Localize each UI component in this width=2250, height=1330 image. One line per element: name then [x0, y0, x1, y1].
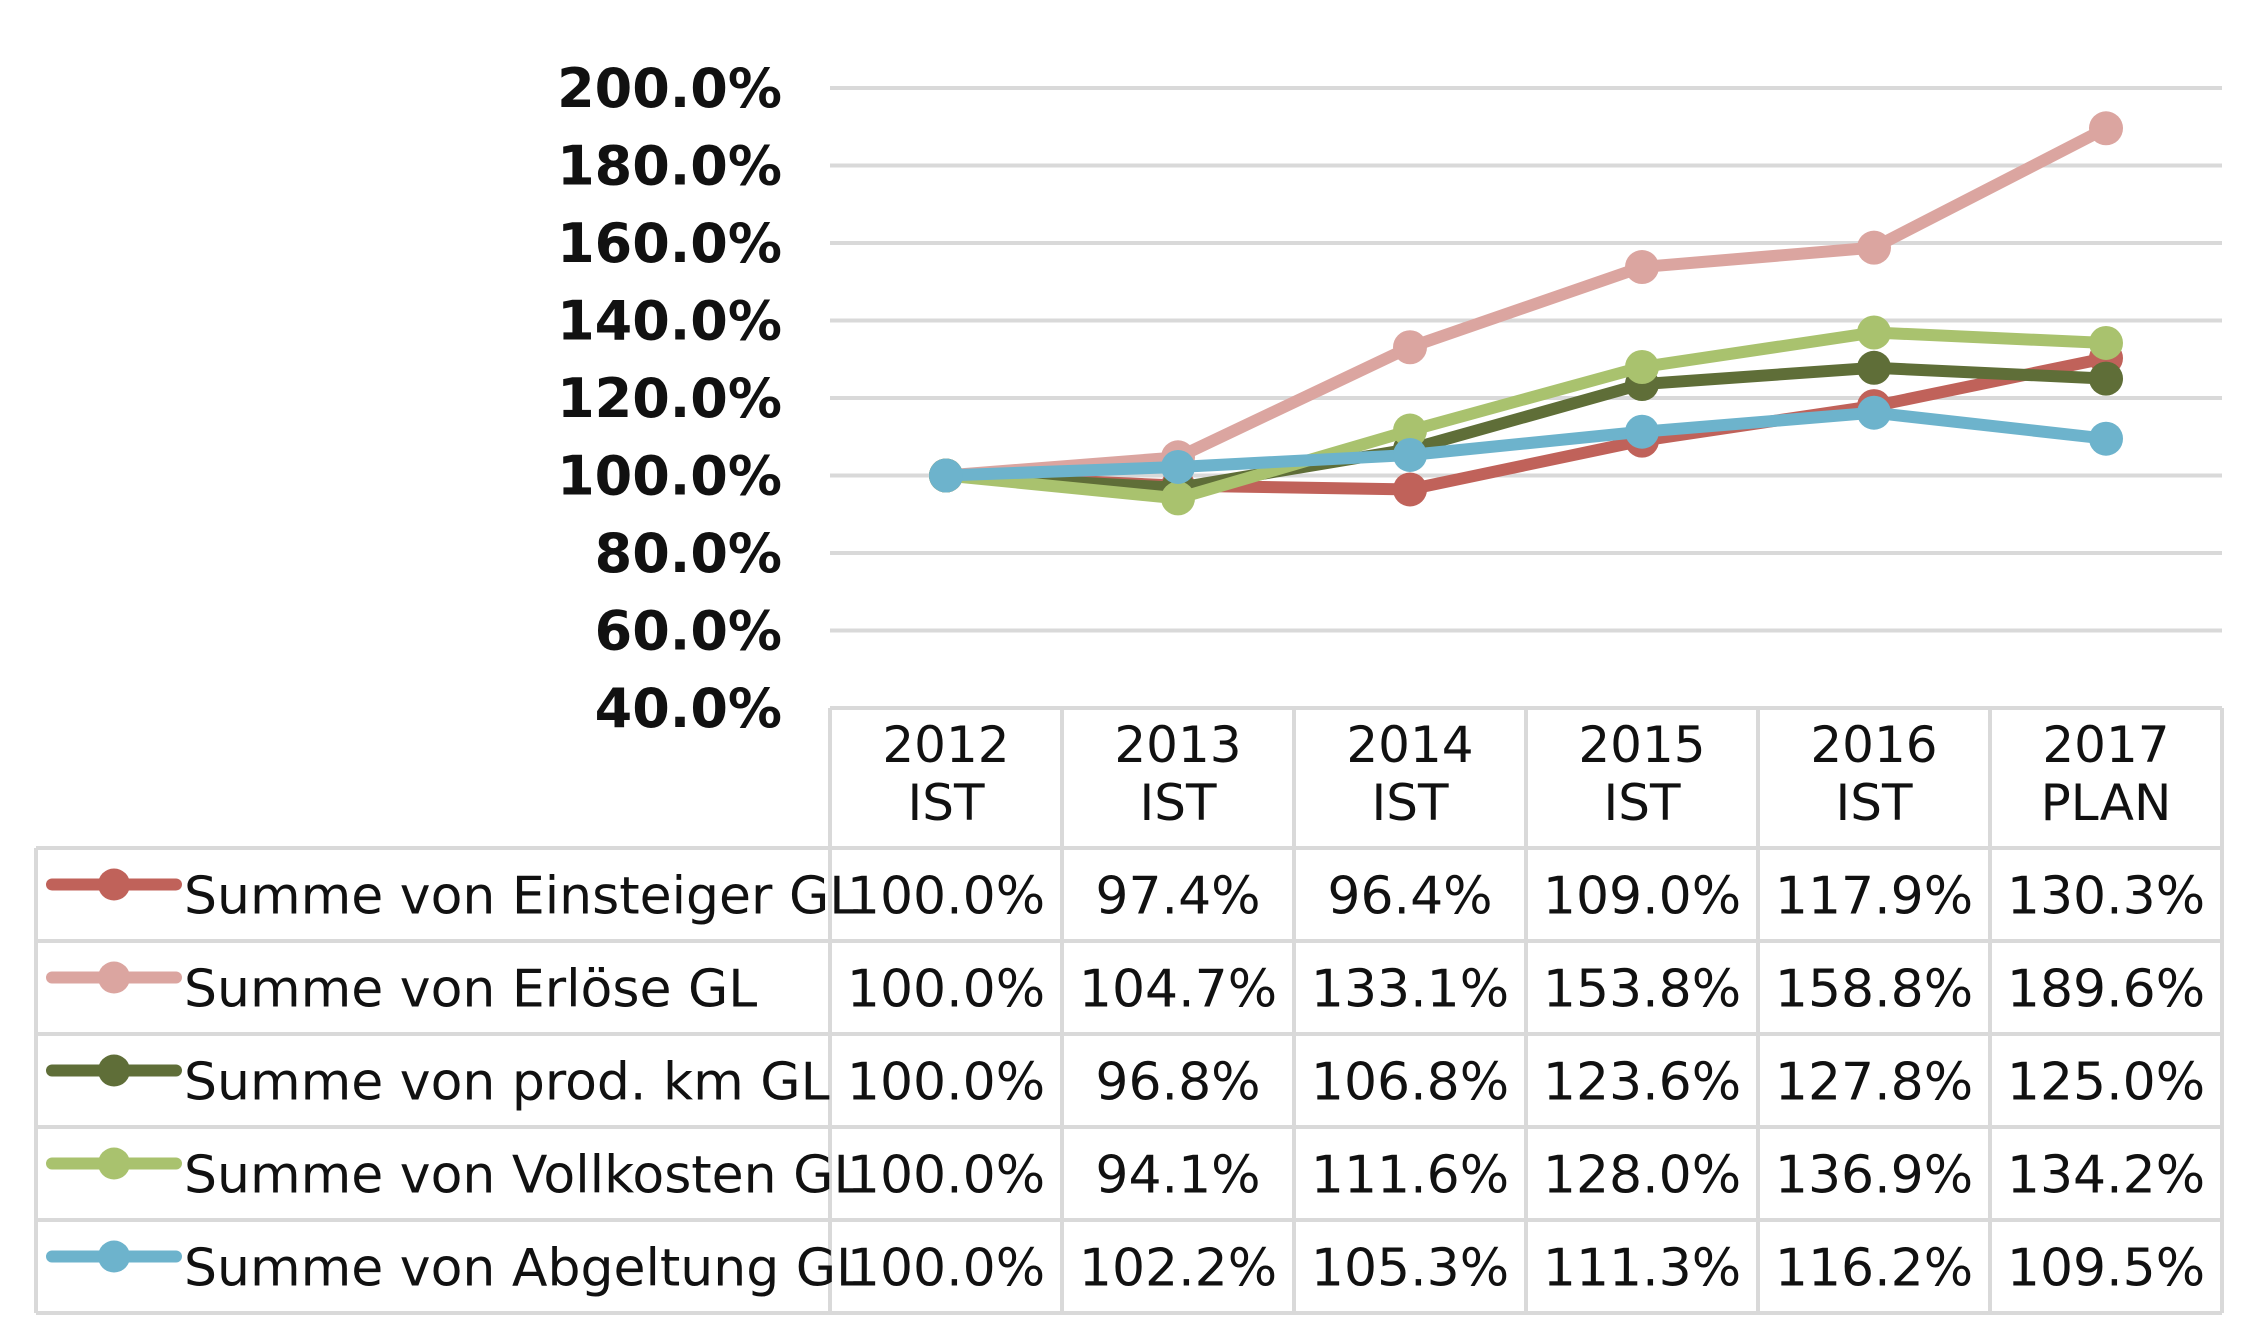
table-cell-value: 109.0%	[1543, 867, 1741, 927]
series-name: Summe von prod. km GL	[184, 1053, 830, 1113]
data-point	[1393, 472, 1427, 507]
table-cell-value: 96.8%	[1095, 1053, 1260, 1113]
series-name: Summe von Erlöse GL	[184, 960, 757, 1020]
data-point	[1857, 395, 1891, 430]
category-label: 2013	[1114, 716, 1241, 774]
series-name: Summe von Vollkosten GL	[184, 1146, 862, 1206]
y-tick-label: 160.0%	[557, 212, 782, 275]
table-cell-value: 134.2%	[2007, 1146, 2205, 1206]
table-cell-value: 111.3%	[1543, 1239, 1741, 1299]
category-label: PLAN	[2041, 774, 2172, 832]
y-tick-label: 40.0%	[595, 677, 782, 740]
legend-key-marker	[98, 868, 130, 901]
table-cell-value: 100.0%	[847, 960, 1045, 1020]
table-cell-value: 100.0%	[847, 1146, 1045, 1206]
table-cell-value: 153.8%	[1543, 960, 1741, 1020]
series-line	[940, 326, 2112, 505]
table-cell-value: 158.8%	[1775, 960, 1973, 1020]
data-point	[1161, 481, 1195, 516]
category-label: 2012	[882, 716, 1009, 774]
series-line	[940, 406, 2112, 482]
series-line	[940, 122, 2112, 482]
data-point	[1161, 449, 1195, 484]
table-cell-value: 100.0%	[847, 867, 1045, 927]
y-tick-label: 180.0%	[557, 135, 782, 198]
table-cell-value: 97.4%	[1095, 867, 1260, 927]
table-cell-value: 100.0%	[847, 1053, 1045, 1113]
legend-key-marker	[98, 961, 130, 994]
data-point	[1625, 350, 1659, 384]
data-point	[1393, 437, 1427, 472]
category-label: IST	[1835, 774, 1912, 832]
series-name: Summe von Abgeltung GL	[184, 1239, 865, 1299]
data-point	[1857, 350, 1891, 385]
category-label: 2015	[1578, 716, 1705, 774]
table-cell-value: 133.1%	[1311, 960, 1509, 1020]
series-line	[940, 361, 2112, 494]
table-cell-value: 130.3%	[2007, 867, 2205, 927]
data-table: 2012IST2013IST2014IST2015IST2016IST2017P…	[34, 706, 2224, 1315]
y-tick-label: 140.0%	[557, 290, 782, 353]
data-point	[1625, 414, 1659, 449]
table-cell-value: 100.0%	[847, 1239, 1045, 1299]
data-point	[2089, 421, 2123, 456]
data-point	[1625, 250, 1659, 285]
category-label: IST	[907, 774, 984, 832]
legend-key-marker	[98, 1240, 130, 1273]
table-cell-value: 102.2%	[1079, 1239, 1277, 1299]
data-point	[929, 458, 963, 493]
y-tick-label: 120.0%	[557, 367, 782, 430]
y-tick-label: 60.0%	[595, 600, 782, 663]
table-cell-value: 136.9%	[1775, 1146, 1973, 1206]
table-cell-value: 94.1%	[1095, 1146, 1260, 1206]
data-point	[1393, 413, 1427, 448]
data-point	[2089, 361, 2123, 396]
category-label: IST	[1603, 774, 1680, 832]
table-cell-value: 105.3%	[1311, 1239, 1509, 1299]
y-tick-label: 100.0%	[557, 445, 782, 508]
series-name: Summe von Einsteiger GL	[184, 867, 858, 927]
table-cell-value: 127.8%	[1775, 1053, 1973, 1113]
series	[929, 350, 2123, 505]
series	[929, 315, 2123, 516]
y-tick-label: 80.0%	[595, 522, 782, 585]
y-tick-label: 200.0%	[557, 57, 782, 120]
y-axis-tick-labels: 200.0% 180.0% 160.0% 140.0% 120.0% 100.0% 80.0…	[557, 57, 782, 740]
category-label: 2016	[1810, 716, 1937, 774]
category-label: IST	[1139, 774, 1216, 832]
series	[929, 111, 2123, 493]
table-cell-value: 104.7%	[1079, 960, 1277, 1020]
table-cell-value: 125.0%	[2007, 1053, 2205, 1113]
table-cell-value: 111.6%	[1311, 1146, 1509, 1206]
data-point	[1857, 230, 1891, 265]
category-label: IST	[1371, 774, 1448, 832]
table-cell-value: 123.6%	[1543, 1053, 1741, 1113]
series	[929, 395, 2123, 493]
data-point	[1393, 330, 1427, 365]
legend-key-marker	[98, 1147, 130, 1180]
data-point	[1857, 315, 1891, 350]
plot-series	[929, 111, 2123, 516]
category-label: 2014	[1346, 716, 1473, 774]
category-label: 2017	[2042, 716, 2169, 774]
table-cell-value: 116.2%	[1775, 1239, 1973, 1299]
data-point	[2089, 111, 2123, 146]
data-point	[2089, 325, 2123, 360]
table-cell-value: 106.8%	[1311, 1053, 1509, 1113]
table-cell-value: 189.6%	[2007, 960, 2205, 1020]
table-cell-value: 109.5%	[2007, 1239, 2205, 1299]
table-cell-value: 117.9%	[1775, 867, 1973, 927]
table-cell-value: 96.4%	[1327, 867, 1492, 927]
table-cell-value: 128.0%	[1543, 1146, 1741, 1206]
legend-key-marker	[98, 1054, 130, 1087]
